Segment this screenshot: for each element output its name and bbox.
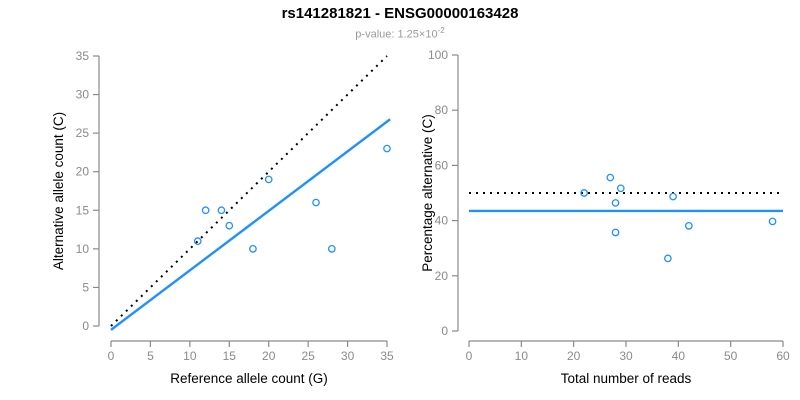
page-title: rs141281821 - ENSG00000163428: [281, 5, 519, 22]
data-point: [606, 173, 615, 182]
data-point: [201, 206, 210, 215]
data-point: [217, 206, 226, 215]
x-tick-label: 40: [672, 349, 686, 363]
x-tick-label: 15: [223, 349, 237, 363]
p-value-text: p-value: 1.25×10: [355, 28, 438, 41]
p-value-exponent: -2: [437, 26, 445, 35]
y-tick-label: 0: [441, 324, 448, 338]
x-tick-label: 5: [147, 349, 154, 363]
x-tick-label: 50: [724, 349, 738, 363]
y-tick-label: 100: [428, 48, 448, 62]
x-tick-label: 35: [380, 349, 394, 363]
x-tick-label: 20: [567, 349, 581, 363]
x-tick-label: 20: [262, 349, 276, 363]
x-tick-label: 0: [466, 349, 473, 363]
y-tick-label: 5: [82, 280, 89, 294]
chart-header: rs141281821 - ENSG00000163428 p-value: 1…: [0, 5, 800, 42]
data-point: [225, 221, 234, 230]
data-point: [580, 189, 588, 197]
y-axis-title: Percentage alternative (C): [420, 114, 435, 272]
x-tick-label: 10: [515, 349, 529, 363]
data-point: [611, 199, 620, 207]
left-chart: 0 5 10 15 20 25 30 35 0 5 10 15 20 25 30 35 Reference al…: [51, 49, 394, 386]
y-tick-label: 0: [82, 319, 89, 333]
x-tick-label: 30: [619, 349, 633, 363]
data-point: [669, 192, 677, 201]
x-axis-title: Total number of reads: [561, 371, 692, 386]
y-tick-label: 80: [435, 103, 449, 117]
x-axis-title: Reference allele count (G): [170, 371, 328, 386]
y-tick-label: 20: [435, 269, 449, 283]
data-point: [264, 175, 273, 184]
y-tick-label: 60: [435, 158, 449, 172]
y-tick-label: 25: [76, 126, 90, 140]
data-point: [249, 245, 257, 253]
data-point: [768, 217, 777, 226]
x-tick-label: 25: [301, 349, 315, 363]
x-tick-label: 0: [108, 349, 115, 363]
y-tick-label: 30: [76, 88, 90, 102]
y-tick-label: 10: [76, 242, 90, 256]
data-point: [383, 144, 391, 153]
y-tick-label: 15: [76, 203, 90, 217]
data-point: [193, 237, 202, 245]
data-point: [312, 198, 320, 207]
y-axis-title: Alternative allele count (C): [51, 112, 66, 270]
data-point: [327, 245, 336, 253]
y-tick-label: 20: [76, 165, 90, 179]
regression-line: [110, 118, 391, 331]
data-point: [684, 221, 693, 230]
x-tick-label: 30: [341, 349, 355, 363]
x-tick-label: 60: [776, 349, 790, 363]
identity-line: [110, 55, 388, 327]
p-value-subtitle: p-value: 1.25×10-2: [0, 24, 800, 42]
data-point: [616, 184, 625, 193]
right-chart: 0 20 40 60 80 100 0 10 20 30 40 50 60 Total number of…: [420, 48, 790, 386]
data-point: [664, 254, 672, 263]
y-tick-label: 35: [76, 49, 90, 63]
data-point: [611, 228, 620, 237]
y-tick-label: 40: [435, 214, 449, 228]
x-tick-label: 10: [183, 349, 197, 363]
